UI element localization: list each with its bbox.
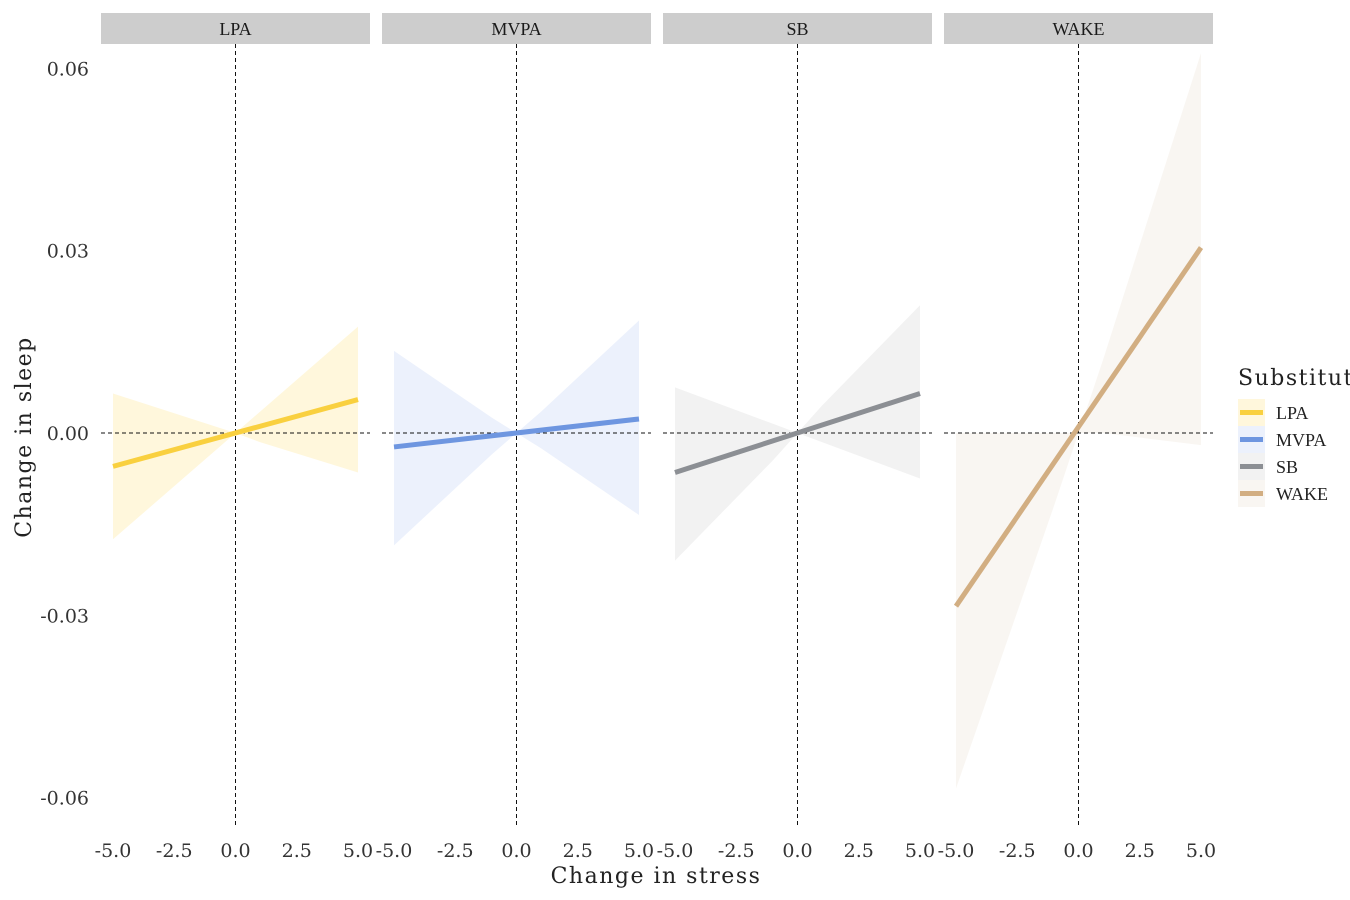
- confidence-band: [956, 53, 1201, 789]
- y-tick-label: 0.00: [47, 423, 89, 445]
- facet-strip-label: MVPA: [491, 19, 541, 39]
- confidence-band: [113, 326, 358, 540]
- legend-item-lpa: LPA: [1238, 399, 1308, 426]
- y-axis-title: Change in sleep: [12, 336, 37, 538]
- x-tick-label: 2.5: [1125, 840, 1155, 862]
- panel-wake: WAKE -5.0 -2.5 0.0 2.5 5.0: [938, 13, 1216, 862]
- series-line-lpa: [112, 397, 359, 469]
- y-tick-label: -0.06: [40, 788, 89, 810]
- series-line-wake: [953, 246, 1204, 608]
- x-tick-label: -5.0: [95, 840, 132, 862]
- panels: LPA -5.0 -2.5 0.0 2.5 5.0 MVPA -5.0 -2.5 0.0 2.5 5.…: [95, 13, 1216, 862]
- facet-strip: [663, 13, 932, 44]
- x-tick-label: 5.0: [905, 840, 935, 862]
- facet-strip: [101, 13, 370, 44]
- legend-title: Substitut: [1238, 366, 1350, 391]
- x-tick-label: -2.5: [718, 840, 755, 862]
- x-tick-label: 5.0: [624, 840, 654, 862]
- x-tick-label: -2.5: [437, 840, 474, 862]
- confidence-band: [675, 305, 920, 561]
- x-axis-title: Change in stress: [551, 864, 762, 889]
- x-tick-label: 0.0: [220, 840, 250, 862]
- series-line-mvpa: [393, 416, 640, 450]
- x-tick-label: -5.0: [657, 840, 694, 862]
- legend-item-sb: SB: [1238, 453, 1298, 480]
- x-tick-label: -5.0: [376, 840, 413, 862]
- x-tick-label: -2.5: [156, 840, 193, 862]
- x-tick-label: 2.5: [563, 840, 593, 862]
- x-tick-label: 0.0: [501, 840, 531, 862]
- x-tick-label: 0.0: [782, 840, 812, 862]
- x-tick-label: 0.0: [1063, 840, 1093, 862]
- y-tick-label: 0.06: [47, 58, 89, 80]
- x-tick-label: 5.0: [343, 840, 373, 862]
- facet-strip: [944, 13, 1213, 44]
- panel-sb: SB -5.0 -2.5 0.0 2.5 5.0: [657, 13, 935, 862]
- x-tick-label: 2.5: [282, 840, 312, 862]
- facet-strip: [382, 13, 651, 44]
- confidence-band: [394, 320, 639, 546]
- legend: Substitut LPA MVPA SB WAKE: [1238, 366, 1350, 507]
- legend-label: SB: [1276, 457, 1298, 477]
- y-tick-label: 0.03: [47, 241, 89, 263]
- legend-item-wake: WAKE: [1238, 480, 1328, 507]
- y-tick-label: -0.03: [40, 605, 89, 627]
- legend-label: MVPA: [1276, 430, 1326, 450]
- facet-strip-label: SB: [786, 19, 808, 39]
- x-tick-label: -2.5: [999, 840, 1036, 862]
- series-line-sb: [674, 391, 921, 475]
- x-tick-label: 2.5: [844, 840, 874, 862]
- legend-item-mvpa: MVPA: [1238, 426, 1326, 453]
- x-tick-label: 5.0: [1186, 840, 1216, 862]
- facet-strip-label: WAKE: [1053, 19, 1105, 39]
- panel-mvpa: MVPA -5.0 -2.5 0.0 2.5 5.0: [376, 13, 654, 862]
- x-tick-label: -5.0: [938, 840, 975, 862]
- legend-label: WAKE: [1276, 484, 1328, 504]
- legend-label: LPA: [1276, 403, 1308, 423]
- y-axis: 0.06 0.03 0.00 -0.03 -0.06: [40, 58, 89, 809]
- panel-lpa: LPA -5.0 -2.5 0.0 2.5 5.0: [95, 13, 373, 862]
- facet-strip-label: LPA: [219, 19, 251, 39]
